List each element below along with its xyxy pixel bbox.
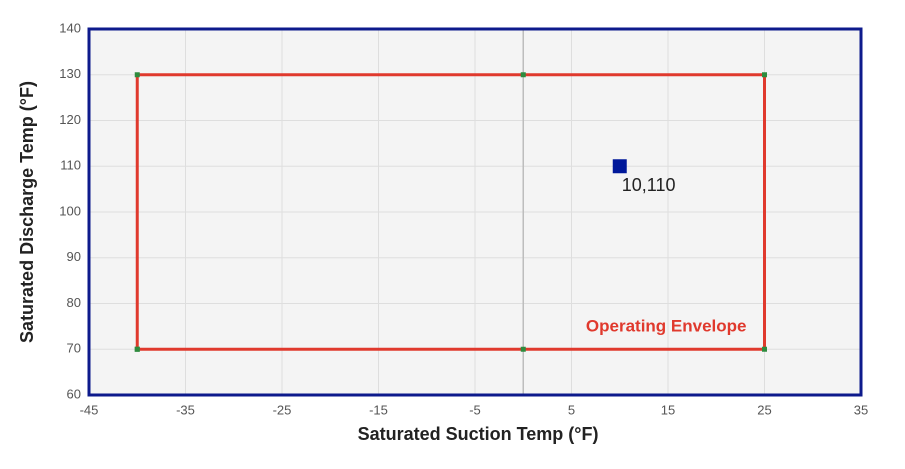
x-tick-label: -45 — [80, 402, 99, 417]
y-tick-label: 140 — [59, 20, 81, 35]
x-tick-label: 25 — [757, 402, 771, 417]
x-tick-label: 35 — [854, 402, 868, 417]
y-tick-label: 70 — [67, 341, 81, 356]
envelope-vertex — [762, 72, 767, 78]
x-tick-label: 5 — [568, 402, 575, 417]
y-tick-label: 90 — [67, 249, 81, 264]
x-tick-label: -25 — [273, 402, 292, 417]
x-tick-label: -15 — [369, 402, 388, 417]
y-tick-label: 120 — [59, 112, 81, 127]
y-axis-title: Saturated Discharge Temp (°F) — [17, 81, 37, 343]
envelope-vertex — [134, 346, 140, 352]
plot-frame — [87, 27, 863, 397]
y-tick-label: 100 — [59, 203, 81, 218]
y-tick-label: 80 — [67, 295, 81, 310]
envelope-vertex — [520, 72, 526, 78]
y-tick-label: 110 — [60, 158, 81, 173]
envelope-vertex — [134, 72, 140, 78]
y-tick-label: 130 — [59, 66, 81, 81]
data-label: 10,110 — [622, 175, 676, 195]
x-tick-label: 15 — [661, 402, 675, 417]
x-tick-label: -5 — [469, 402, 481, 417]
x-axis-title: Saturated Suction Temp (°F) — [358, 424, 599, 444]
point — [612, 159, 627, 174]
x-tick-label: -35 — [176, 402, 195, 417]
envelope-vertex — [762, 346, 767, 352]
series-label: Operating Envelope — [586, 317, 747, 336]
envelope-vertex — [520, 346, 526, 352]
y-tick-label: 60 — [67, 386, 81, 401]
